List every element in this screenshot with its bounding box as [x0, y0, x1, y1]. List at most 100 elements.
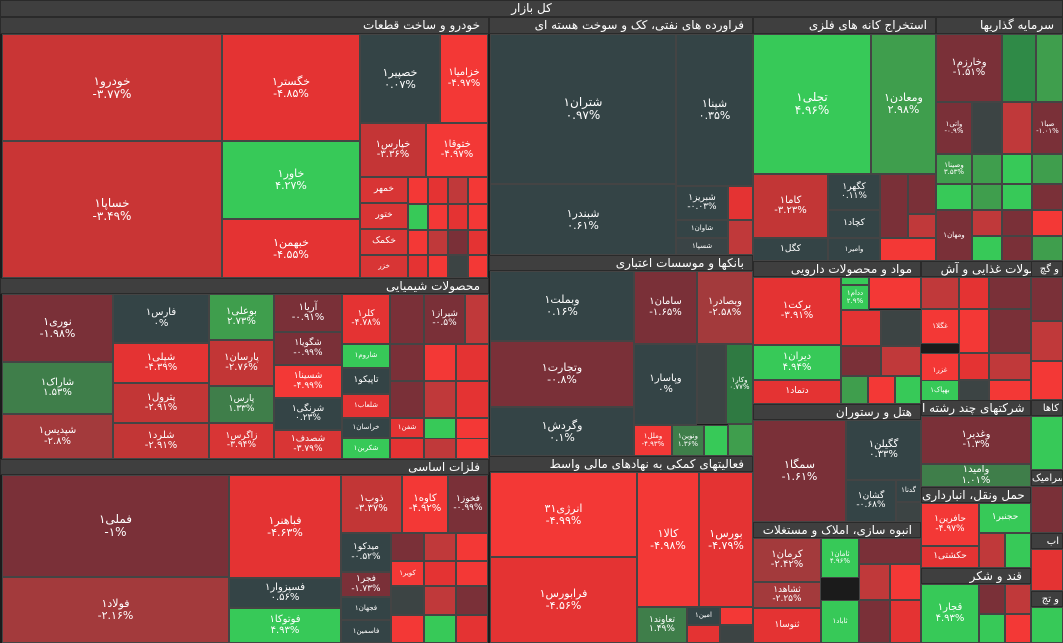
stock-tile-khbahman[interactable]: خبهمن۱ -۴.۵۵%	[222, 219, 360, 278]
sector-header-tile_gch[interactable]: کاشی و سرامیک	[1031, 470, 1063, 486]
small-stock-tile[interactable]	[1031, 277, 1063, 321]
stock-tile-bouali[interactable]: بوعلی۱ ۲.۷۳%	[209, 294, 274, 340]
small-stock-tile[interactable]	[456, 418, 489, 439]
small-stock-tile[interactable]	[448, 177, 468, 204]
small-stock-tile[interactable]	[728, 220, 753, 255]
stock-tile-vnovin[interactable]: ونوین۱ ۱.۳۶%	[672, 425, 704, 456]
small-stock-tile[interactable]	[859, 564, 890, 600]
stock-tile-khkamak[interactable]: خکمک	[360, 229, 408, 255]
small-stock-tile[interactable]	[881, 346, 921, 376]
stock-tile-vtejarat[interactable]: وتجارت۱ -۰.۸%	[490, 341, 634, 407]
small-stock-tile[interactable]	[959, 380, 989, 402]
stock-tile-tajli[interactable]: تجلی۱ ۴.۹۶%	[753, 34, 871, 174]
small-stock-tile[interactable]	[424, 418, 456, 439]
small-stock-tile[interactable]	[972, 184, 1002, 210]
stock-tile-meydako[interactable]: میدکو۱ -۰.۵۲%	[341, 533, 391, 572]
sector-header-oil[interactable]: فراورده های نفتی، کک و سوخت هسته ای	[489, 17, 753, 34]
small-stock-tile[interactable]	[456, 586, 488, 615]
small-stock-tile[interactable]	[390, 294, 424, 344]
stock-tile-vmahan[interactable]: ومهان۱	[936, 210, 972, 261]
stock-tile-kama[interactable]: کاما۱ -۳.۲۳%	[753, 174, 828, 238]
sector-header-pharma[interactable]: مواد و محصولات دارویی	[753, 261, 921, 277]
small-stock-tile[interactable]	[972, 210, 1002, 236]
small-stock-tile[interactable]	[841, 277, 869, 285]
stock-tile-vpasar[interactable]: وپاسار۱ ۰%	[634, 344, 697, 425]
small-stock-tile[interactable]	[428, 230, 448, 255]
stock-tile-vkharazm[interactable]: وخارزم۱ -۱.۵۱%	[936, 34, 1002, 102]
stock-tile-khzamiya[interactable]: خزامیا۱ -۴.۹۷%	[440, 34, 488, 123]
stock-tile-kharaps[interactable]: خپارس۱ -۳.۳۶%	[360, 123, 426, 177]
stock-tile-parsan[interactable]: پارسان۱ -۲.۷۶%	[209, 340, 274, 386]
sector-header-hotel[interactable]: هتل و رستوران	[753, 404, 921, 420]
small-stock-tile[interactable]	[456, 615, 488, 643]
small-stock-tile[interactable]	[959, 309, 989, 353]
small-stock-tile[interactable]	[841, 376, 868, 404]
stock-tile-kave[interactable]: کاوه۱ -۴.۹۲%	[402, 475, 448, 533]
sector-header-s_tj[interactable]: و تج	[1031, 591, 1063, 607]
stock-tile-gadna[interactable]: گدنا۱	[896, 480, 921, 502]
sector-header-mining[interactable]: استخراج کانه های فلزی	[753, 17, 936, 34]
small-stock-tile[interactable]	[448, 204, 468, 230]
stock-tile-vkar[interactable]: وکار۱ ۰.۷۷%	[726, 344, 753, 424]
small-stock-tile[interactable]	[456, 344, 489, 381]
stock-tile-fabahonar[interactable]: فباهنر۱ -۴.۶۳%	[229, 475, 341, 578]
small-stock-tile[interactable]	[468, 230, 488, 255]
stock-tile-ghajar[interactable]: قجار۱ ۴.۹۳%	[921, 584, 979, 643]
stock-tile-shavan[interactable]: شاوان۱	[676, 220, 728, 238]
small-stock-tile[interactable]	[456, 438, 489, 459]
small-stock-tile[interactable]	[424, 381, 456, 418]
small-stock-tile[interactable]	[859, 538, 921, 564]
small-stock-tile[interactable]	[1002, 34, 1036, 102]
stock-tile-sharoom[interactable]: شاروم۱	[342, 344, 390, 368]
small-stock-tile[interactable]	[979, 584, 1005, 614]
small-stock-tile[interactable]	[468, 255, 488, 278]
small-stock-tile[interactable]	[697, 344, 726, 424]
stock-tile-shahed[interactable]: ثشاهد۱ -۲.۲۵%	[753, 582, 821, 608]
stock-tile-khtogha[interactable]: ختوقا۱ -۴.۹۷%	[426, 123, 488, 177]
small-stock-tile[interactable]	[979, 533, 1005, 568]
small-stock-tile[interactable]	[448, 255, 468, 278]
sector-header-banks[interactable]: بانکها و موسسات اعتباری	[489, 255, 753, 271]
stock-tile-foolad[interactable]: فولاد۱ -۲.۱۶%	[2, 577, 229, 643]
small-stock-tile[interactable]	[1032, 210, 1063, 236]
stock-tile-dadam[interactable]: ددام۱ ۲.۹%	[841, 285, 869, 310]
small-stock-tile[interactable]	[896, 502, 921, 522]
stock-tile-bahpak[interactable]: بهپاک۱	[921, 380, 959, 402]
small-stock-tile[interactable]	[424, 586, 456, 615]
stock-tile-vbsader[interactable]: وبصادر۱ -۲.۵۸%	[697, 271, 753, 344]
sector-header-chem[interactable]: محصولات شیمیایی	[0, 278, 489, 294]
stock-tile-hafarin[interactable]: حافرین۱ -۴.۹۷%	[921, 503, 979, 546]
small-stock-tile[interactable]	[959, 353, 989, 380]
stock-tile-khavar[interactable]: خاور۱ ۴.۲۷%	[222, 141, 360, 219]
small-stock-tile[interactable]	[424, 533, 456, 561]
stock-tile-shapdis[interactable]: شپدیس۱ -۲.۸%	[2, 414, 113, 459]
small-stock-tile[interactable]	[989, 277, 1031, 309]
stock-tile-farabours[interactable]: فرابورس۱ -۴.۵۶%	[490, 557, 637, 643]
small-stock-tile[interactable]	[1031, 549, 1063, 591]
stock-tile-shagooya[interactable]: شگویا۱ -۰.۹۹%	[274, 332, 342, 365]
stock-tile-geshan[interactable]: گشان۱ -۰.۶۸%	[846, 480, 896, 522]
small-stock-tile[interactable]	[881, 310, 921, 346]
small-stock-tile[interactable]	[989, 353, 1031, 380]
small-stock-tile[interactable]	[972, 102, 1002, 154]
stock-tile-fasivar[interactable]: فسپزوار۱ ۰.۵۶%	[229, 578, 341, 608]
small-stock-tile[interactable]	[841, 346, 881, 376]
stock-tile-petrol[interactable]: پترول۱ -۲.۹۱%	[113, 383, 209, 423]
small-stock-tile[interactable]	[890, 564, 921, 600]
stock-tile-kavir[interactable]: کویر۱	[391, 561, 424, 586]
sector-header-invest[interactable]: سرمایه گذاریها	[936, 17, 1063, 34]
small-stock-tile[interactable]	[1032, 154, 1063, 184]
stock-tile-vamir[interactable]: وامیر۱	[828, 238, 880, 261]
stock-tile-vmelal[interactable]: وملل۱ -۴.۹۳%	[634, 425, 672, 456]
small-stock-tile[interactable]	[424, 438, 456, 459]
stock-tile-shbandar[interactable]: شبندر۱ ۰.۶۱%	[490, 184, 676, 255]
stock-tile-shsepa[interactable]: شسپا۱	[676, 238, 728, 255]
small-stock-tile[interactable]	[1031, 361, 1063, 400]
stock-tile-fameli[interactable]: فملی۱ -۱%	[2, 475, 229, 577]
stock-tile-kgohar[interactable]: کگهر۱ ۰.۱۱%	[828, 174, 880, 210]
small-stock-tile[interactable]	[468, 177, 488, 204]
small-stock-tile[interactable]	[1002, 236, 1032, 261]
stock-tile-hakashti[interactable]: حکشتی۱	[921, 546, 979, 568]
small-stock-tile[interactable]	[408, 204, 428, 230]
small-stock-tile[interactable]	[959, 277, 989, 309]
